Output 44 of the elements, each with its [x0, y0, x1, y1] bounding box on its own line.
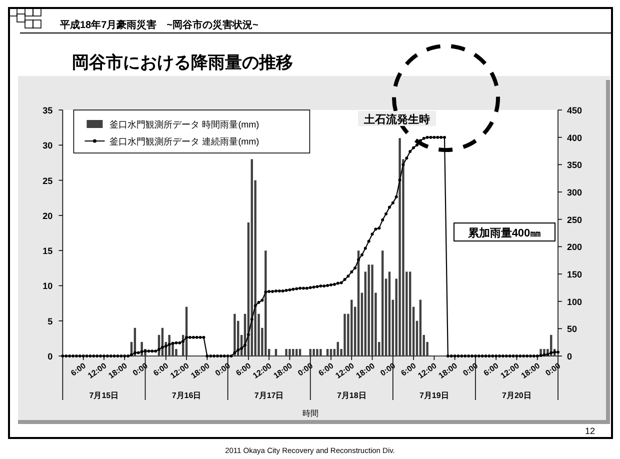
y-tick-label: 25: [42, 176, 53, 186]
y-tick-label: 30: [42, 140, 53, 151]
x-tick-label: 0:00: [214, 360, 232, 378]
x-tick-label: 0:00: [131, 360, 150, 378]
x-tick-label: 6:00: [152, 360, 170, 378]
y-tick-label: 35: [42, 106, 53, 116]
chart-subtitle: 平成18年7月豪雨災害 ~岡谷市の災害状況~: [59, 19, 259, 31]
x-tick-label: 6:00: [69, 360, 88, 378]
annotation: 土石流発生時: [363, 113, 430, 126]
text: 7月18日: [336, 391, 366, 400]
y-tick-label: 20: [42, 210, 53, 221]
x-tick-label: 0:00: [378, 360, 398, 378]
y2-tick-label: 0: [567, 352, 572, 362]
x-tick-label: 0:00: [544, 360, 563, 378]
y2-tick-label: 350: [567, 160, 582, 170]
y2-tick-label: 300: [567, 188, 582, 198]
text: 7月15日: [89, 391, 119, 400]
text: 12: [584, 426, 596, 436]
x-axis-title: 時間: [302, 409, 318, 418]
chart-title: 岡谷市における降雨量の推移: [72, 53, 293, 72]
text: 7月17日: [254, 391, 284, 400]
y-tick-label: 10: [42, 281, 53, 292]
y-tick-label: 15: [42, 246, 53, 256]
x-tick-label: 6:00: [316, 360, 336, 378]
x-tick-label: 6:00: [482, 360, 501, 378]
text: 7月20日: [502, 391, 532, 400]
y2-tick-label: 250: [567, 214, 582, 225]
y2-tick-label: 450: [567, 106, 582, 116]
x-tick-label: 6:00: [399, 360, 418, 378]
text: 7月16日: [172, 391, 202, 400]
y2-tick-label: 50: [567, 324, 578, 334]
legend-label: 釜口水門観測所データ 連続雨量(mm): [110, 136, 260, 146]
annotation: 累加雨量400㎜: [466, 226, 542, 240]
y2-tick-label: 100: [567, 296, 582, 307]
text: 7月19日: [419, 391, 449, 400]
x-tick-label: 0:00: [296, 360, 315, 378]
legend-label: 釜口水門観測所データ 時間雨量(mm): [110, 120, 260, 130]
y2-tick-label: 150: [567, 270, 582, 280]
y2-tick-label: 400: [567, 132, 582, 143]
x-tick-label: 6:00: [234, 360, 254, 378]
y-tick-label: 0: [48, 352, 53, 362]
y-tick-label: 5: [48, 316, 53, 326]
y2-tick-label: 200: [567, 242, 582, 252]
x-tick-label: 0:00: [461, 360, 480, 378]
